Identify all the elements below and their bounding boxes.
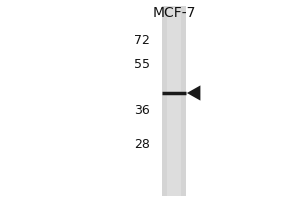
Text: MCF-7: MCF-7 (152, 6, 196, 20)
Bar (162, 6, 186, 196)
Text: 28: 28 (134, 138, 150, 150)
Text: 55: 55 (134, 58, 150, 71)
Text: 72: 72 (134, 33, 150, 46)
Text: 36: 36 (134, 104, 150, 116)
Bar (167, 6, 181, 196)
Polygon shape (187, 85, 200, 101)
